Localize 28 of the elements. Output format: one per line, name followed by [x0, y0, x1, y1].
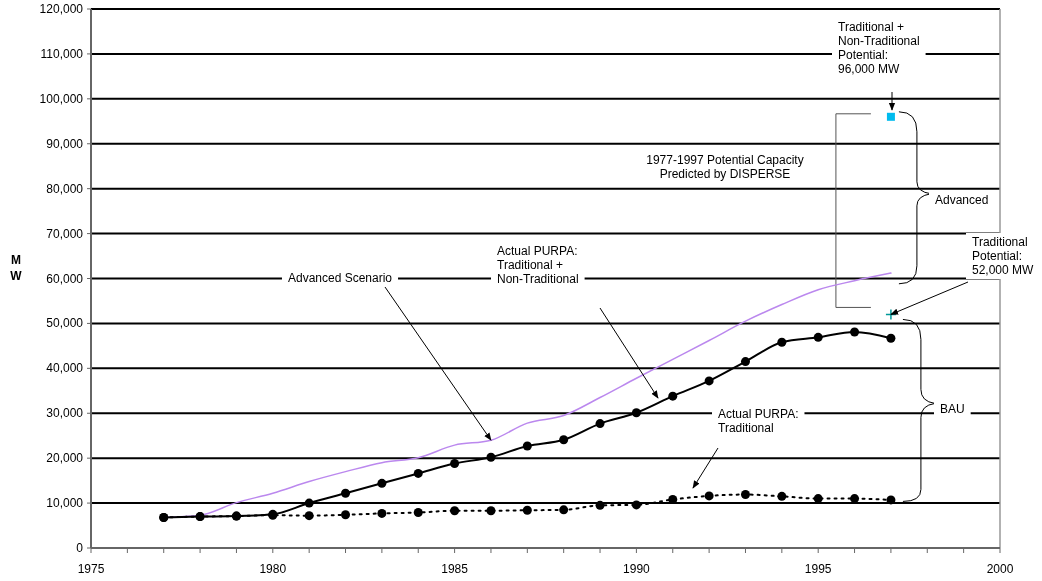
- x-tick-label: 1985: [441, 562, 469, 576]
- x-tick-label: 2000: [986, 562, 1014, 576]
- x-tick-label: 1990: [623, 562, 651, 576]
- annotation: Traditional Potential: 52,000 MW: [972, 235, 1035, 277]
- y-tick-label: 70,000: [46, 226, 84, 241]
- annotation: Traditional + Non-Traditional Potential: 96,000 MW: [838, 20, 920, 76]
- y-tick-label: 90,000: [46, 136, 84, 151]
- y-tick-label: 100,000: [39, 91, 84, 106]
- annotation: BAU: [940, 402, 965, 416]
- y-tick-label: 0: [76, 541, 84, 555]
- y-tick-label: 10,000: [46, 496, 84, 511]
- x-tick-label: 1980: [259, 562, 287, 576]
- x-tick-label: 1975: [77, 562, 105, 576]
- y-tick-label: 80,000: [46, 181, 84, 196]
- y-tick-label: 50,000: [46, 316, 84, 331]
- annotation: Actual PURPA: Traditional + Non-Traditional: [497, 244, 579, 286]
- annotation: 1977-1997 Potential Capacity Predicted by DISPERSE: [646, 153, 804, 181]
- y-tick-label: 110,000: [40, 46, 84, 61]
- y-tick-label: 30,000: [46, 406, 84, 421]
- y-tick-label: 60,000: [46, 271, 84, 286]
- y-tick-label: 20,000: [46, 451, 84, 466]
- y-axis-title: MW: [10, 253, 23, 283]
- annotation: Actual PURPA: Traditional: [718, 407, 799, 435]
- y-tick-label: 40,000: [46, 361, 84, 376]
- x-tick-label: 1995: [804, 562, 832, 576]
- annotation: Advanced: [935, 193, 989, 207]
- annotation: Advanced Scenario: [287, 271, 393, 285]
- y-tick-label: 120,000: [39, 2, 84, 16]
